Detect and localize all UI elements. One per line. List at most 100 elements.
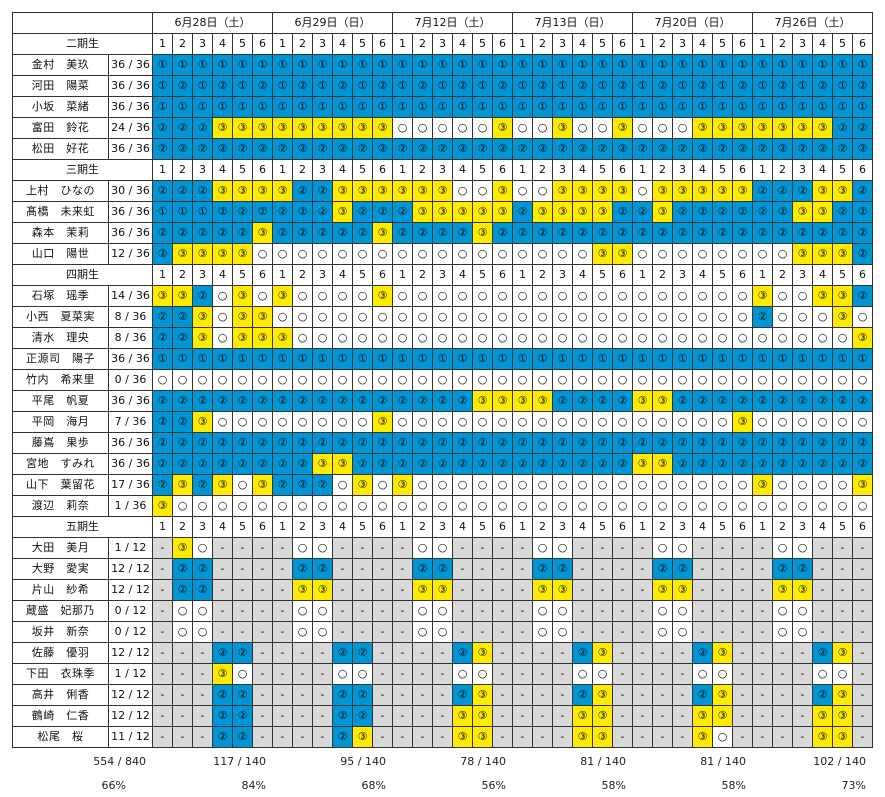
- slot-cell: ○: [672, 474, 693, 496]
- slot-cell: ②: [372, 390, 393, 412]
- slot-cell: ①: [452, 348, 473, 370]
- member-name: 金村 美玖: [12, 54, 109, 76]
- slot-cell: ②: [832, 390, 853, 412]
- slot-cell: ○: [432, 537, 453, 559]
- slot-cell: ②: [152, 117, 173, 139]
- slot-cell: ③: [212, 663, 233, 685]
- slot-cell: -: [732, 621, 753, 643]
- slot-cell: -: [272, 579, 293, 601]
- slot-cell: ○: [812, 306, 833, 328]
- slot-cell: ○: [512, 495, 533, 517]
- slot-cell: ③: [692, 726, 713, 748]
- handshake-schedule-sheet: 6月28日（土） 6月29日（日） 7月12日（土） 7月13日（日） 7月20日（日）…: [12, 12, 873, 748]
- slot-cell: -: [672, 726, 693, 748]
- slot-cell: ○: [432, 411, 453, 433]
- slot-cell: ○: [692, 474, 713, 496]
- slot-cell: ③: [332, 201, 353, 223]
- slot-cell: ②: [292, 222, 313, 244]
- slot-cell: -: [492, 726, 513, 748]
- slot-cell: ③: [832, 705, 853, 727]
- slot-cell: ○: [692, 369, 713, 391]
- slot-cell: ○: [592, 369, 613, 391]
- slot-cell: -: [592, 600, 613, 622]
- slot-cell: ②: [272, 474, 293, 496]
- slot-cell: ②: [292, 432, 313, 454]
- slot-cell: ○: [672, 306, 693, 328]
- slot-cell: ③: [572, 201, 593, 223]
- slot-cell: -: [152, 726, 173, 748]
- member-name: 下田 衣珠季: [12, 663, 109, 685]
- slot-cell: -: [692, 579, 713, 601]
- slot-cell: ②: [712, 432, 733, 454]
- member-score: 36 / 36: [108, 54, 153, 76]
- slot-cell: ○: [812, 327, 833, 349]
- slot-number: 3: [672, 159, 693, 181]
- slot-cell: ②: [592, 390, 613, 412]
- slot-cell: ②: [812, 453, 833, 475]
- slot-cell: ○: [292, 411, 313, 433]
- slot-number: 4: [452, 33, 473, 55]
- slot-cell: ②: [212, 684, 233, 706]
- slot-cell: ②: [232, 222, 253, 244]
- slot-cell: ○: [352, 327, 373, 349]
- slot-cell: ②: [492, 75, 513, 97]
- slot-cell: -: [232, 621, 253, 643]
- group-label: 四期生: [12, 264, 153, 286]
- slot-number: 1: [392, 33, 413, 55]
- slot-number: 2: [292, 264, 313, 286]
- slot-cell: -: [392, 726, 413, 748]
- slot-cell: ○: [592, 663, 613, 685]
- slot-cell: -: [492, 705, 513, 727]
- slot-cell: ①: [672, 54, 693, 76]
- slot-cell: -: [412, 663, 433, 685]
- slot-cell: -: [352, 579, 373, 601]
- slot-number: 5: [472, 264, 493, 286]
- slot-cell: ①: [232, 96, 253, 118]
- slot-cell: ①: [712, 96, 733, 118]
- slot-cell: ①: [152, 75, 173, 97]
- slot-cell: ③: [232, 117, 253, 139]
- slot-cell: ○: [312, 600, 333, 622]
- slot-cell: ○: [772, 327, 793, 349]
- slot-number: 2: [412, 516, 433, 538]
- slot-cell: ③: [212, 117, 233, 139]
- slot-cell: ②: [792, 222, 813, 244]
- slot-cell: ○: [852, 306, 873, 328]
- slot-cell: ②: [152, 222, 173, 244]
- slot-cell: ③: [732, 180, 753, 202]
- slot-cell: ②: [532, 432, 553, 454]
- slot-cell: ○: [472, 180, 493, 202]
- slot-cell: ○: [712, 726, 733, 748]
- slot-cell: ①: [292, 348, 313, 370]
- slot-cell: -: [532, 684, 553, 706]
- member-row: 下田 衣珠季 1 / 12- - - ③ ○ - - - - ○ ○ - - - - ○ ○ - - - - ○ ○ - - - - ○…: [12, 663, 873, 685]
- slot-cell: ②: [692, 390, 713, 412]
- slot-cell: -: [832, 537, 853, 559]
- slot-cell: ③: [212, 474, 233, 496]
- slot-number: 3: [792, 516, 813, 538]
- slot-cell: ○: [452, 180, 473, 202]
- slot-number: 6: [252, 264, 273, 286]
- slot-cell: -: [152, 558, 173, 580]
- slot-cell: ②: [452, 453, 473, 475]
- slot-cell: ①: [412, 96, 433, 118]
- slot-cell: -: [732, 663, 753, 685]
- slot-cell: ○: [492, 369, 513, 391]
- slot-cell: ②: [752, 138, 773, 160]
- slot-cell: -: [852, 558, 873, 580]
- member-name: 坂井 新奈: [12, 621, 109, 643]
- slot-cell: ○: [452, 369, 473, 391]
- slot-cell: ①: [172, 348, 193, 370]
- slot-cell: ①: [572, 348, 593, 370]
- slot-number: 4: [572, 264, 593, 286]
- slot-cell: ③: [692, 705, 713, 727]
- member-name: 佐藤 優羽: [12, 642, 109, 664]
- slot-cell: -: [732, 705, 753, 727]
- slot-cell: ②: [372, 138, 393, 160]
- slot-cell: ②: [492, 222, 513, 244]
- slot-cell: ②: [492, 453, 513, 475]
- slot-cell: ②: [672, 138, 693, 160]
- slot-cell: ③: [832, 243, 853, 265]
- slot-cell: -: [472, 537, 493, 559]
- slot-number: 3: [312, 516, 333, 538]
